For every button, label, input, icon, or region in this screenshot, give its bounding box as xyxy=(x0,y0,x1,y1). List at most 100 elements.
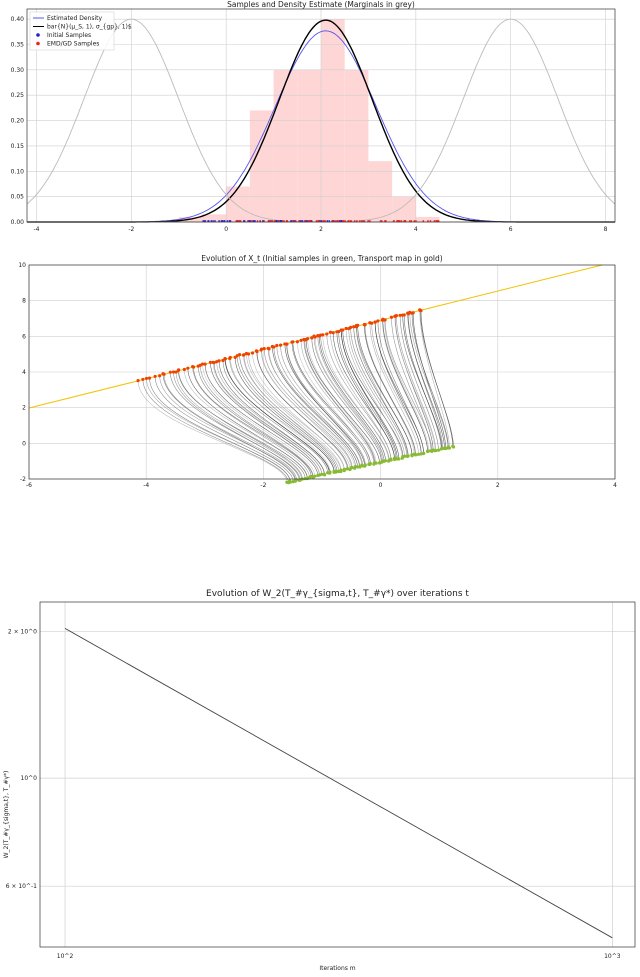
sample-point-1 xyxy=(344,220,347,222)
initial-sample-point xyxy=(414,453,418,457)
final-sample-point xyxy=(153,374,157,379)
x-tick-label-0: 10^2 xyxy=(57,953,74,960)
sample-point-1 xyxy=(342,220,345,222)
trajectory xyxy=(307,338,377,464)
sample-point-1 xyxy=(323,220,326,222)
y-tick-label-1: 10^0 xyxy=(21,775,38,782)
histogram-bar-10 xyxy=(415,216,440,222)
trajectory xyxy=(364,324,416,455)
trajectory xyxy=(213,362,322,475)
initial-sample-point xyxy=(323,473,327,477)
sample-point-1 xyxy=(303,220,306,222)
sample-point-1 xyxy=(392,220,395,222)
initial-sample-point xyxy=(363,463,367,467)
sample-point-1 xyxy=(362,220,364,222)
trajectory xyxy=(384,320,429,451)
trajectory xyxy=(192,366,310,478)
sample-point-1 xyxy=(283,220,285,222)
final-sample-point xyxy=(246,352,251,356)
final-sample-point xyxy=(398,313,402,317)
histogram-bar-3 xyxy=(249,110,274,222)
initial-sample-point xyxy=(389,458,393,462)
initial-sample-point xyxy=(342,469,346,473)
trajectory xyxy=(345,328,403,459)
trajectory xyxy=(246,353,342,471)
x-tick-label-1: -2 xyxy=(128,226,134,233)
initial-sample-point xyxy=(387,459,391,463)
sample-point-0 xyxy=(254,220,256,222)
final-sample-point xyxy=(250,351,255,355)
initial-sample-point xyxy=(313,474,317,478)
trajectory xyxy=(350,327,408,457)
trajectory xyxy=(162,373,296,482)
trajectory xyxy=(357,325,413,456)
sample-point-1 xyxy=(369,220,371,222)
trajectory xyxy=(377,320,424,454)
y-tick-label-0: -2 xyxy=(20,476,26,483)
chart-title: Evolution of W_2(T_#γ_{sigma,t}, T_#γ*) … xyxy=(206,589,469,599)
trajectory xyxy=(239,354,338,472)
final-sample-point xyxy=(147,376,152,380)
trajectory xyxy=(322,334,389,462)
trajectory xyxy=(304,339,376,463)
initial-sample-point xyxy=(353,466,357,470)
trajectory xyxy=(408,313,443,449)
sample-point-1 xyxy=(384,220,386,222)
final-sample-point xyxy=(328,330,333,334)
y-tick-label-2: 2 xyxy=(22,405,26,412)
sample-point-1 xyxy=(318,220,321,222)
final-sample-point xyxy=(168,370,172,374)
trajectory xyxy=(204,364,319,476)
final-sample-point xyxy=(389,315,394,319)
sample-point-1 xyxy=(433,220,436,222)
trajectory xyxy=(193,367,312,477)
sample-point-0 xyxy=(226,220,229,222)
trajectory xyxy=(154,376,294,482)
final-sample-point xyxy=(176,368,180,372)
trajectory xyxy=(336,331,395,460)
final-sample-point xyxy=(383,318,387,322)
legend-entry-1: bar{N}(μ_S, 1), σ_{gp}, 1)$ xyxy=(47,24,132,31)
final-sample-point xyxy=(235,354,239,358)
sample-point-0 xyxy=(220,220,223,222)
y-tick-label-1: 0.05 xyxy=(11,194,25,201)
final-sample-point xyxy=(356,323,360,327)
final-sample-point xyxy=(310,336,314,340)
initial-sample-point xyxy=(416,452,421,456)
trajectory xyxy=(353,326,409,456)
trajectory xyxy=(212,362,320,476)
sample-point-0 xyxy=(212,220,214,222)
trajectory xyxy=(356,326,408,457)
final-sample-point xyxy=(241,353,246,357)
y-tick-label-4: 0.20 xyxy=(11,118,25,125)
trajectory xyxy=(243,355,342,472)
x-tick-label-3: 2 xyxy=(319,226,323,233)
x-tick-label-2: 0 xyxy=(224,226,228,233)
x-tick-label-5: 6 xyxy=(509,226,513,233)
sample-point-1 xyxy=(334,220,337,222)
initial-sample-point xyxy=(447,446,452,450)
sample-point-1 xyxy=(400,220,403,222)
x-tick-label-4: 4 xyxy=(414,226,418,233)
final-sample-point xyxy=(401,313,405,317)
legend-entry-3: EMD/GD Samples xyxy=(47,41,99,48)
final-sample-point xyxy=(267,347,271,351)
final-sample-point xyxy=(203,362,207,366)
final-sample-point xyxy=(352,325,356,329)
y-tick-label-0: 0.00 xyxy=(11,219,25,226)
sample-point-1 xyxy=(281,220,284,222)
trajectory xyxy=(216,361,325,475)
sample-point-1 xyxy=(436,220,439,222)
legend-swatch-3 xyxy=(36,41,40,46)
sample-point-1 xyxy=(338,220,340,222)
x-tick-label-1: -4 xyxy=(143,482,149,489)
final-sample-point xyxy=(370,321,374,325)
sample-point-1 xyxy=(317,220,319,222)
legend-swatch-2 xyxy=(36,33,40,37)
trajectory xyxy=(163,374,297,480)
trajectory xyxy=(178,370,306,479)
sample-point-1 xyxy=(277,220,280,222)
trajectory xyxy=(149,378,291,483)
evolution-chart: Evolution of X_t (Initial samples in gre… xyxy=(18,254,617,489)
initial-sample-point xyxy=(451,445,456,449)
